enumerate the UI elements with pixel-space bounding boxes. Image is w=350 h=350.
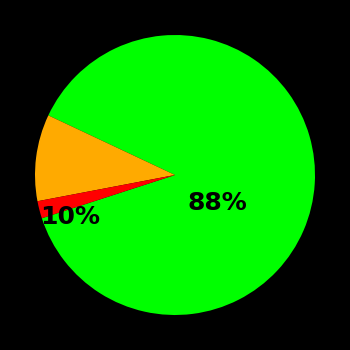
Text: 10%: 10% bbox=[40, 205, 100, 229]
Wedge shape bbox=[42, 35, 315, 315]
Text: 88%: 88% bbox=[187, 191, 247, 215]
Wedge shape bbox=[35, 116, 175, 201]
Wedge shape bbox=[37, 175, 175, 218]
